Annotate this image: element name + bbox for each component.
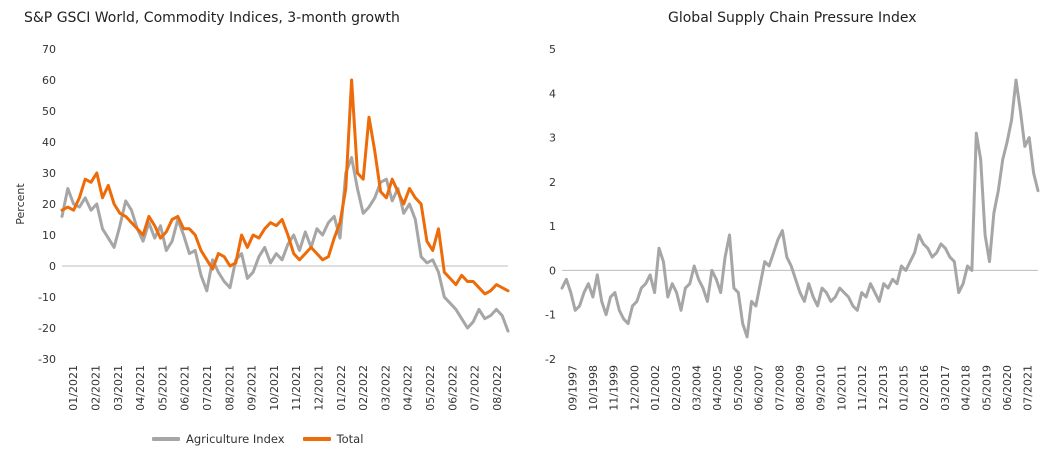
legend-item-agriculture: Agriculture Index [152, 432, 285, 446]
right-chart-title: Global Supply Chain Pressure Index [668, 10, 917, 26]
x-tick-label: 09/1997 [566, 365, 579, 411]
x-tick-label: 07/2008 [773, 365, 786, 411]
series-line-total [60, 78, 510, 296]
x-tick-label: 10/1998 [587, 365, 600, 411]
x-tick-label: 02/2016 [918, 365, 931, 411]
x-tick-label: 05/2006 [732, 365, 745, 411]
x-tick-label: 11/2021 [290, 365, 303, 411]
x-tick-label: 03/2021 [112, 365, 125, 411]
legend-label-agriculture: Agriculture Index [186, 432, 285, 446]
x-tick-label: 03/2022 [379, 365, 392, 411]
x-tick-label: 05/2019 [980, 365, 993, 411]
x-tick-label: 01/2002 [649, 365, 662, 411]
x-tick-label: 02/2003 [670, 365, 683, 411]
y-tick-label: 3 [549, 132, 556, 145]
x-tick-label: 12/2000 [628, 365, 641, 411]
x-tick-label: 04/2005 [711, 365, 724, 411]
legend-label-total: Total [336, 432, 364, 446]
legend-swatch-total [302, 437, 331, 441]
x-tick-label: 09/2021 [246, 365, 259, 411]
x-tick-label: 06/2021 [179, 365, 192, 411]
left-chart-title: S&P GSCI World, Commodity Indices, 3-mon… [24, 10, 400, 26]
series-line-global-supply-chain-pressure-index [560, 78, 1040, 339]
x-tick-label: 11/2012 [856, 365, 869, 411]
y-tick-label: 30 [42, 167, 56, 180]
x-tick-label: 04/2021 [134, 365, 147, 411]
x-tick-label: 04/2022 [402, 365, 415, 411]
y-tick-label: 70 [42, 43, 56, 56]
left-chart: 70 60 50 40 30 20 10 0 -10 -20 -30 01/2021 02/2021 03… [14, 43, 510, 411]
x-tick-label: 12/2013 [877, 365, 890, 411]
x-tick-label: 08/2009 [794, 365, 807, 411]
x-tick-label: 06/2022 [446, 365, 459, 411]
y-tick-label: -2 [545, 353, 556, 366]
y-tick-label: 2 [549, 176, 556, 189]
y-tick-label: 4 [549, 87, 556, 100]
x-tick-label: 01/2015 [897, 365, 910, 411]
y-tick-label: 50 [42, 105, 56, 118]
x-tick-label: 09/2010 [815, 365, 828, 411]
legend-swatch-agriculture [152, 437, 180, 441]
y-tick-label: 0 [549, 264, 556, 277]
y-tick-label: -20 [38, 322, 56, 335]
x-tick-label: 11/1999 [608, 365, 621, 411]
y-tick-label: 40 [42, 136, 56, 149]
x-tick-label: 06/2020 [1001, 365, 1014, 411]
x-tick-label: 03/2004 [691, 365, 704, 411]
y-axis-title: Percent [14, 183, 27, 225]
y-tick-label: 0 [49, 260, 56, 273]
x-tick-label: 05/2021 [156, 365, 169, 411]
x-tick-label: 02/2021 [89, 365, 102, 411]
y-tick-label: 60 [42, 74, 56, 87]
x-tick-label: 02/2022 [357, 365, 370, 411]
legend: Agriculture Index Total [152, 432, 381, 446]
y-tick-label: 1 [549, 220, 556, 233]
y-tick-label: -1 [545, 309, 556, 322]
x-tick-label: 06/2007 [753, 365, 766, 411]
y-tick-label: -30 [38, 353, 56, 366]
y-tick-label: 20 [42, 198, 56, 211]
x-tick-label: 04/2018 [960, 365, 973, 411]
x-tick-label: 05/2022 [424, 365, 437, 411]
y-tick-label: 5 [549, 43, 556, 56]
legend-item-total: Total [302, 432, 364, 446]
x-tick-label: 03/2017 [939, 365, 952, 411]
x-tick-label: 07/2021 [201, 365, 214, 411]
x-tick-label: 10/2011 [835, 365, 848, 411]
y-tick-label: 10 [42, 229, 56, 242]
x-tick-label: 12/2021 [312, 365, 325, 411]
x-tick-label: 08/2022 [491, 365, 504, 411]
x-tick-label: 01/2021 [67, 365, 80, 411]
x-tick-label: 07/2022 [469, 365, 482, 411]
x-tick-label: 01/2022 [335, 365, 348, 411]
right-chart: 5 4 3 2 1 0 -1 -2 09/1997 10/1998 11/1999 12/2000 01… [545, 43, 1040, 411]
x-tick-label: 07/2021 [1022, 365, 1035, 411]
y-tick-label: -10 [38, 291, 56, 304]
x-tick-label: 10/2021 [268, 365, 281, 411]
x-tick-label: 08/2021 [223, 365, 236, 411]
